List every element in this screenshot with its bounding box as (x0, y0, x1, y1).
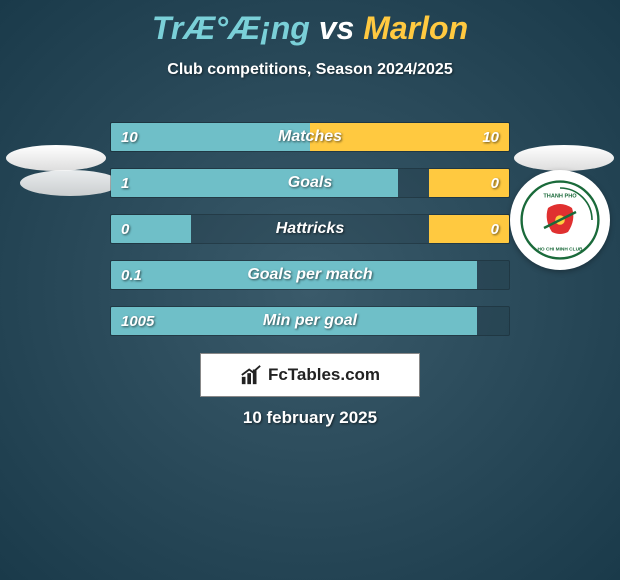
subtitle: Club competitions, Season 2024/2025 (0, 61, 620, 79)
stat-row: 0.1Goals per match (110, 260, 510, 290)
player1-placeholder-icon (6, 145, 106, 171)
stat-label: Goals (111, 169, 509, 197)
stat-row: 10Goals (110, 168, 510, 198)
brand-badge: FcTables.com (200, 353, 420, 397)
stat-label: Min per goal (111, 307, 509, 335)
player1-flag-placeholder (20, 170, 120, 196)
player2-name: Marlon (363, 10, 468, 46)
svg-text:THANH PHO: THANH PHO (543, 194, 577, 200)
stats-bars: 1010Matches 10Goals 00Hattricks 0.1Goals pe… (110, 122, 510, 352)
stat-label: Goals per match (111, 261, 509, 289)
comparison-title: TrÆ°Æ¡ng vs Marlon (0, 0, 620, 47)
stat-row: 1010Matches (110, 122, 510, 152)
date-text: 10 february 2025 (0, 408, 620, 428)
vs-text: vs (319, 10, 355, 46)
brand-text: FcTables.com (268, 365, 380, 385)
player2-placeholder-icon (514, 145, 614, 171)
stat-row: 00Hattricks (110, 214, 510, 244)
stat-label: Matches (111, 123, 509, 151)
club-logo-icon: THANH PHO HO CHI MINH CLUB (520, 180, 600, 260)
stat-row: 1005Min per goal (110, 306, 510, 336)
club-logo: THANH PHO HO CHI MINH CLUB (510, 170, 610, 270)
brand-chart-icon (240, 364, 262, 386)
stat-label: Hattricks (111, 215, 509, 243)
svg-text:HO CHI MINH CLUB: HO CHI MINH CLUB (537, 246, 583, 252)
player1-name: TrÆ°Æ¡ng (152, 10, 310, 46)
